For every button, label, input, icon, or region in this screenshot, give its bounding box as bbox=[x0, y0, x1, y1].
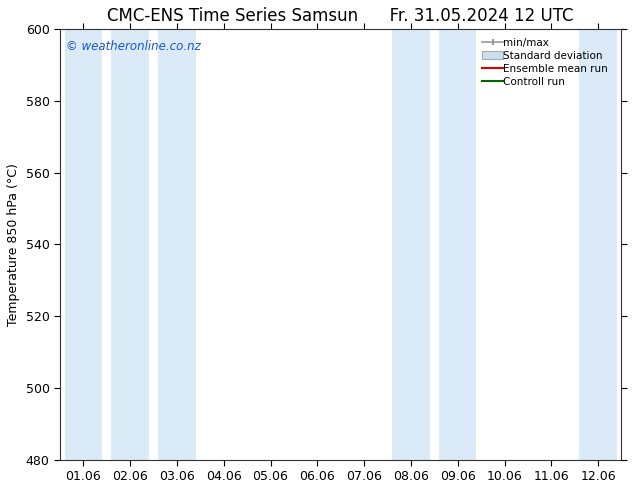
Bar bbox=[158, 29, 196, 460]
Text: © weatheronline.co.nz: © weatheronline.co.nz bbox=[65, 40, 200, 53]
Title: CMC-ENS Time Series Samsun      Fr. 31.05.2024 12 UTC: CMC-ENS Time Series Samsun Fr. 31.05.202… bbox=[107, 7, 574, 25]
Bar bbox=[439, 29, 476, 460]
Bar bbox=[112, 29, 149, 460]
Bar bbox=[579, 29, 617, 460]
Y-axis label: Temperature 850 hPa (°C): Temperature 850 hPa (°C) bbox=[7, 163, 20, 326]
Bar bbox=[65, 29, 102, 460]
Legend: min/max, Standard deviation, Ensemble mean run, Controll run: min/max, Standard deviation, Ensemble me… bbox=[479, 34, 616, 90]
Bar bbox=[392, 29, 430, 460]
